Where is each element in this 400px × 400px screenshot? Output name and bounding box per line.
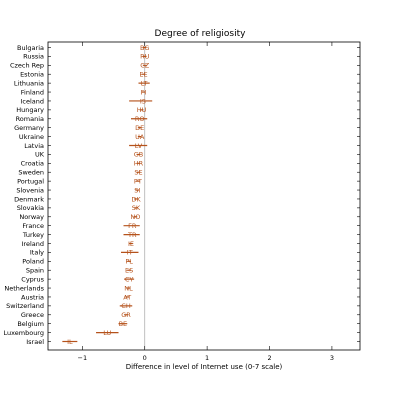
y-tick-label-gb: UK (35, 151, 45, 159)
y-tick-label-dk: Denmark (14, 195, 44, 203)
y-tick-label-hr: Croatia (21, 160, 44, 168)
point-label-gr: GR (121, 311, 131, 319)
point-label-it: IT (127, 249, 133, 257)
y-tick-label-tr: Turkey (22, 231, 44, 239)
x-axis-label: Difference in level of Internet use (0-7… (126, 363, 283, 371)
point-label-lv: LV (135, 142, 143, 150)
point-label-hr: HR (134, 160, 144, 168)
y-tick-label-lv: Latvia (24, 142, 44, 150)
y-tick-label-ro: Romania (16, 115, 44, 123)
point-label-be: BE (119, 320, 128, 328)
point-label-ru: RU (140, 53, 150, 61)
point-label-sk: SK (132, 204, 141, 212)
point-label-lu: LU (103, 329, 111, 337)
plot-layer: −1 0 1 2 3 Bulgaria BG Russia RU Czech Rep CZ Eston… (3, 42, 360, 362)
point-label-ch: CH (121, 302, 131, 310)
y-tick-label-ch: Switzerland (6, 302, 44, 310)
y-tick-label-si: Slovenia (16, 186, 44, 194)
y-tick-label-hu: Hungary (16, 106, 44, 114)
y-tick-label-pl: Poland (22, 258, 44, 266)
x-tick-label: 3 (330, 354, 334, 362)
point-label-pt: PT (134, 177, 142, 185)
y-tick-label-ie: Ireland (22, 240, 44, 248)
point-label-bg: BG (140, 44, 149, 52)
point-label-nl: NL (124, 284, 133, 292)
y-tick-label-lt: Lithuania (14, 79, 44, 87)
point-label-fi: FI (141, 88, 147, 96)
y-tick-label-lu: Luxembourg (3, 329, 44, 337)
x-tick-label: 0 (143, 354, 147, 362)
y-tick-label-fi: Finland (21, 88, 44, 96)
y-tick-label-ee: Estonia (20, 71, 44, 79)
y-tick-label-bg: Bulgaria (17, 44, 44, 52)
y-tick-label-pt: Portugal (17, 177, 44, 185)
point-label-dk: DK (131, 195, 141, 203)
y-tick-label-sk: Slovakia (17, 204, 44, 212)
y-tick-label-cy: Cyprus (21, 275, 44, 283)
point-label-ro: RO (135, 115, 145, 123)
y-tick-label-nl: Netherlands (4, 284, 44, 292)
point-label-ee: EE (139, 71, 147, 79)
y-tick-label-at: Austria (21, 293, 44, 301)
y-tick-label-gr: Greece (21, 311, 44, 319)
point-label-ua: UA (135, 133, 145, 141)
point-label-si: SI (134, 186, 140, 194)
chart-title: Degree of religiosity (155, 29, 247, 39)
x-tick-label: −1 (78, 354, 88, 362)
point-label-at: AT (123, 293, 131, 301)
point-label-pl: PL (125, 258, 133, 266)
y-tick-label-es: Spain (26, 267, 44, 275)
y-tick-label-ru: Russia (23, 53, 44, 61)
y-tick-label-be: Belgium (17, 320, 44, 328)
point-label-fr: FR (128, 222, 137, 230)
x-tick-label: 2 (267, 354, 271, 362)
y-tick-label-il: Israel (26, 338, 44, 346)
point-label-cy: CY (125, 275, 133, 283)
point-label-ie: IE (128, 240, 134, 248)
point-label-de: DE (135, 124, 144, 132)
point-label-lt: LT (141, 79, 148, 87)
point-label-tr: TR (127, 231, 137, 239)
point-label-se: SE (134, 169, 142, 177)
point-label-es: ES (125, 267, 133, 275)
y-tick-label-is: Iceland (20, 97, 44, 105)
y-tick-label-no: Norway (19, 213, 44, 221)
x-tick-label: 1 (205, 354, 209, 362)
y-tick-label-se: Sweden (18, 169, 44, 177)
point-label-il: IL (67, 338, 73, 346)
y-tick-label-fr: France (22, 222, 44, 230)
y-tick-label-cz: Czech Rep (10, 62, 44, 70)
y-tick-label-it: Italy (30, 249, 44, 257)
point-label-gb: GB (134, 151, 144, 159)
y-tick-label-ua: Ukraine (19, 133, 44, 141)
point-label-cz: CZ (140, 62, 150, 70)
y-tick-label-de: Germany (14, 124, 44, 132)
point-label-no: NO (130, 213, 140, 221)
point-label-is: IS (140, 97, 146, 105)
point-label-hu: HU (137, 106, 147, 114)
plot-frame (47, 41, 361, 351)
